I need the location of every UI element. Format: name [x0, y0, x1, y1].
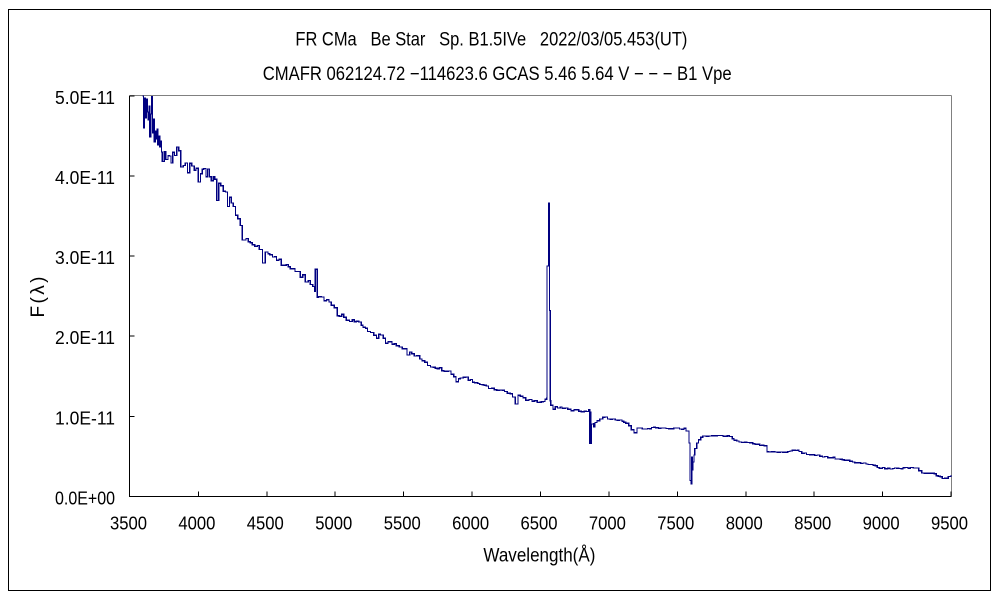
svg-text:FR CMa Be Star Sp. B1.5IVe: FR CMa Be Star Sp. B1.5IVe 2022/03/05.45… — [295, 30, 687, 51]
svg-text:2.0E-11: 2.0E-11 — [55, 327, 115, 348]
svg-text:4.0E-11: 4.0E-11 — [55, 167, 115, 188]
svg-text:9000: 9000 — [863, 513, 900, 534]
svg-text:3500: 3500 — [110, 513, 147, 534]
svg-text:4500: 4500 — [247, 513, 284, 534]
svg-text:5.0E-11: 5.0E-11 — [55, 87, 115, 108]
svg-text:3.0E-11: 3.0E-11 — [55, 247, 115, 268]
svg-text:5500: 5500 — [384, 513, 421, 534]
svg-text:6000: 6000 — [452, 513, 489, 534]
svg-text:7500: 7500 — [657, 513, 694, 534]
svg-text:9500: 9500 — [931, 513, 968, 534]
svg-text:Wavelength(Å): Wavelength(Å) — [483, 546, 595, 567]
svg-text:0.0E+00: 0.0E+00 — [55, 487, 115, 508]
svg-text:8000: 8000 — [726, 513, 763, 534]
svg-text:1.0E-11: 1.0E-11 — [55, 407, 115, 428]
svg-text:5000: 5000 — [315, 513, 352, 534]
svg-text:6500: 6500 — [521, 513, 558, 534]
svg-text:4000: 4000 — [178, 513, 215, 534]
svg-text:7000: 7000 — [589, 513, 626, 534]
svg-text:CMAFR 062124.72 −114623.6 GCAS: CMAFR 062124.72 −114623.6 GCAS 5.46 5.64… — [263, 64, 732, 85]
svg-text:8500: 8500 — [794, 513, 831, 534]
